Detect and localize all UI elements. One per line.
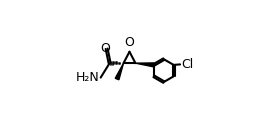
Polygon shape xyxy=(135,63,154,67)
Polygon shape xyxy=(115,63,123,80)
Text: O: O xyxy=(124,36,134,49)
Text: Cl: Cl xyxy=(181,58,193,71)
Text: O: O xyxy=(100,42,110,55)
Text: H₂N: H₂N xyxy=(75,71,99,84)
